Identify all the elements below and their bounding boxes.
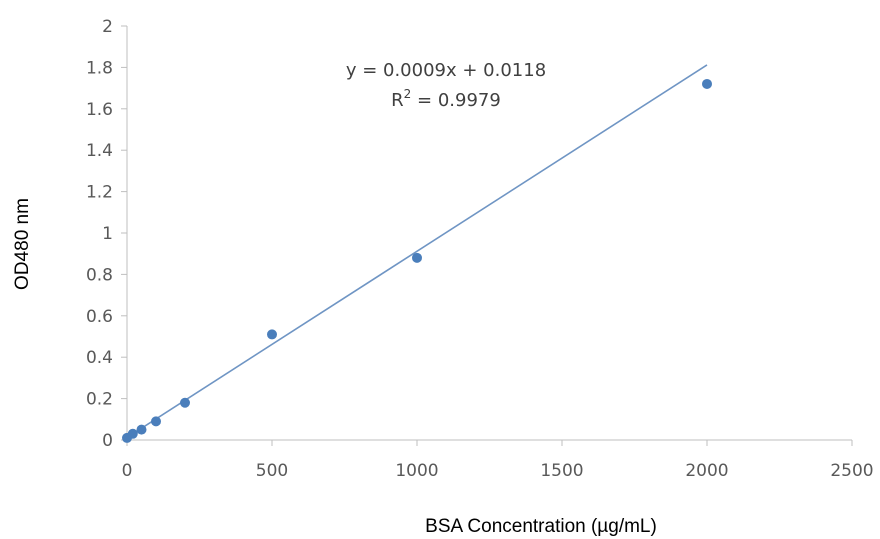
data-point [180,397,190,408]
y-tick-label: 1.6 [86,100,113,120]
tick-labels: 0 0.2 0.4 0.6 0.8 1 1.2 1.4 1.6 1.8 2 0 500 1000 1500 2… [86,17,874,481]
x-tick-label: 500 [256,461,288,481]
data-point [136,424,147,435]
axes [121,25,853,446]
r-squared-value: = 0.9979 [411,90,501,111]
r-squared-label: R2 = 0.9979 [391,87,501,111]
x-tick-label: 0 [122,461,133,481]
x-tick-label: 2000 [685,461,728,481]
trendline-equation: y = 0.0009x + 0.0118 [346,60,546,81]
x-tick-label: 1000 [395,461,438,481]
y-axis-title: OD480 nm [12,198,33,290]
y-tick-label: 0.4 [86,348,113,368]
y-tick-label: 2 [102,17,113,37]
y-tick-label: 1.4 [86,141,113,161]
data-point [702,78,712,89]
trendline [126,64,708,439]
y-tick-label: 0.6 [86,307,113,327]
data-points [122,78,712,443]
x-axis-title: BSA Concentration (µg/mL) [425,516,657,537]
r-squared-superscript: 2 [404,87,412,101]
y-tick-label: 0.8 [86,265,113,285]
y-tick-label: 0 [102,431,113,451]
x-tick-label: 2500 [830,461,873,481]
x-tick-label: 1500 [540,461,583,481]
data-point [267,329,277,340]
trendline-group [126,64,708,439]
data-point [127,428,138,439]
y-tick-label: 1.2 [86,183,113,203]
r-squared-prefix: R [391,90,404,111]
y-tick-label: 1.8 [86,58,113,78]
data-point [151,416,161,427]
y-tick-label: 0.2 [86,390,113,410]
y-tick-label: 1 [102,224,113,244]
data-point [412,252,422,263]
